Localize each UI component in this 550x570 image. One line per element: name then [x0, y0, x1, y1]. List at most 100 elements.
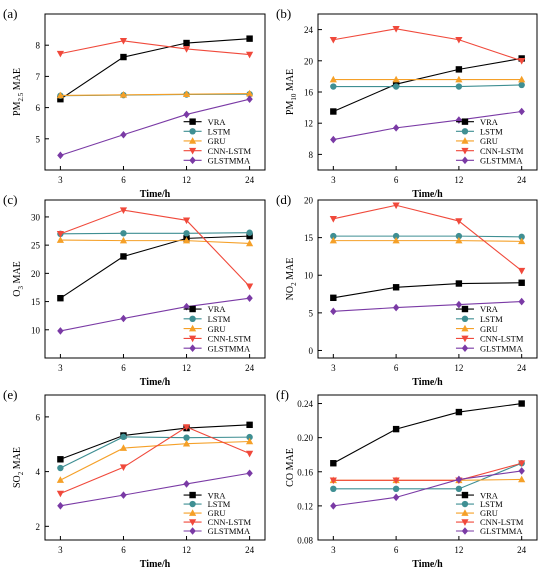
legend-label: GLSTMMA — [480, 343, 523, 353]
data-point — [455, 36, 463, 44]
legend-label: CNN-LSTM — [208, 517, 252, 527]
legend-label: LSTM — [208, 314, 231, 324]
data-point — [183, 302, 190, 311]
data-point — [183, 230, 190, 237]
data-point — [330, 294, 337, 302]
legend-label: CNN-LSTM — [480, 517, 524, 527]
series-line — [333, 282, 522, 299]
y-tick-label: 5 — [36, 134, 41, 144]
data-point — [56, 236, 64, 243]
legend-marker — [189, 137, 197, 144]
data-point — [330, 232, 337, 240]
data-point — [246, 35, 253, 42]
series-line — [333, 28, 522, 62]
chart-panel: 5 6 7 8 3 6 12 24 Time/h PM2.5 MAE (a) VRALSTMGRUCN… — [3, 6, 266, 200]
y-axis-label: CO MAE — [285, 448, 296, 487]
data-point — [119, 207, 128, 214]
y-axis-label: PM2.5 MAE — [12, 68, 25, 116]
series-line — [60, 235, 250, 299]
series-line — [333, 84, 522, 88]
legend-marker — [461, 519, 469, 526]
data-point — [392, 26, 400, 33]
series-line — [333, 470, 522, 507]
legend-label: GLSTMMA — [208, 526, 251, 536]
x-tick-label: 12 — [182, 175, 191, 185]
data-point — [455, 485, 463, 493]
legend-marker — [189, 128, 196, 135]
legend-marker — [461, 315, 469, 323]
legend-marker — [189, 519, 197, 526]
legend-marker — [461, 491, 469, 499]
legend-label: GLSTMMA — [480, 156, 523, 166]
data-point — [120, 491, 127, 499]
data-point — [330, 460, 337, 467]
data-point — [330, 108, 337, 115]
data-point — [120, 433, 127, 441]
y-tick-label: 7 — [36, 72, 41, 82]
data-point — [392, 236, 400, 244]
x-axis-label: Time/h — [140, 559, 171, 570]
y-tick-label: 16 — [304, 88, 314, 98]
data-point — [330, 83, 337, 90]
series-line — [60, 98, 250, 156]
legend-marker — [461, 500, 469, 508]
data-point — [183, 434, 190, 441]
data-point — [57, 502, 64, 510]
x-tick-label: 3 — [58, 545, 63, 555]
legend-label: LSTM — [208, 127, 231, 137]
plot-frame — [44, 13, 266, 171]
data-point — [246, 239, 254, 247]
legend-label: GRU — [480, 324, 498, 334]
y-tick-label: 25 — [31, 241, 41, 251]
series-line — [60, 38, 250, 100]
legend-marker — [461, 335, 469, 343]
series-line — [60, 297, 250, 332]
y-tick-label: 6 — [36, 412, 41, 422]
legend-label: GRU — [480, 508, 498, 518]
legend-label: CNN-LSTM — [480, 146, 524, 156]
legend-marker — [461, 305, 469, 313]
legend-label: VRA — [480, 304, 499, 314]
data-point — [57, 294, 64, 302]
plot-frame — [317, 199, 538, 359]
y-tick-label: 8 — [309, 150, 314, 160]
data-point — [182, 236, 191, 244]
series-line — [60, 209, 250, 287]
data-point — [392, 232, 400, 240]
plot-frame — [317, 394, 538, 541]
data-point — [246, 421, 253, 429]
data-point — [57, 456, 64, 463]
data-point — [183, 480, 190, 488]
data-point — [518, 237, 526, 245]
legend-label: LSTM — [208, 499, 231, 509]
y-tick-label: 0 — [309, 346, 314, 356]
data-point — [329, 477, 337, 485]
legend-label: GRU — [480, 136, 498, 146]
data-point — [455, 280, 463, 287]
series-line — [60, 93, 250, 96]
data-point — [518, 475, 526, 483]
legend-marker — [189, 315, 196, 323]
data-point — [330, 502, 337, 510]
x-tick-label: 3 — [331, 363, 336, 373]
data-point — [392, 493, 400, 502]
panel-label: (b) — [276, 6, 291, 21]
data-point — [455, 218, 463, 225]
legend-label: GRU — [208, 324, 226, 334]
data-point — [120, 130, 127, 139]
data-point — [119, 91, 128, 98]
x-tick-label: 24 — [517, 363, 527, 373]
data-point — [56, 91, 64, 99]
legend-marker — [461, 527, 469, 535]
data-point — [455, 236, 463, 244]
x-tick-label: 3 — [58, 363, 63, 373]
y-tick-label: 0.08 — [297, 536, 313, 546]
data-point — [182, 46, 191, 53]
y-axis-label: O3 MAE — [12, 261, 25, 296]
chart-panel: 0.08 0.12 0.16 0.20 0.24 3 6 12 24 Time/h CO MAE (f… — [276, 387, 538, 570]
series-line — [333, 402, 522, 464]
legend-label: VRA — [480, 490, 499, 500]
legend-label: GRU — [208, 508, 226, 518]
